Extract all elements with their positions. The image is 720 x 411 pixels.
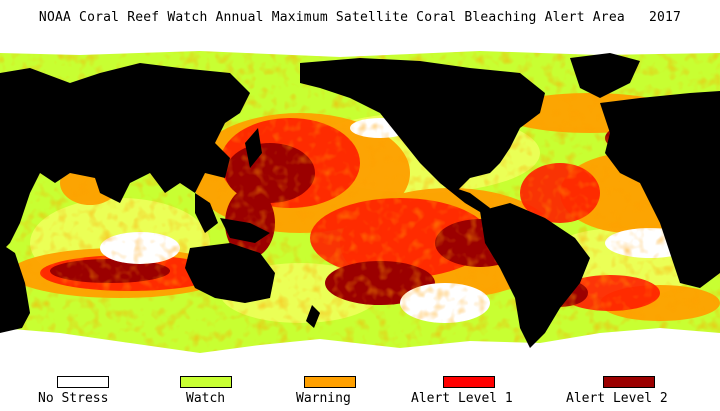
legend-swatch-warning [304,376,356,388]
legend-label-no-stress: No Stress [38,391,109,406]
bleaching-alert-world-map [0,43,720,370]
legend-label-alert-level-2: Alert Level 2 [566,391,668,406]
legend-label-watch: Watch [186,391,226,406]
legend-label-alert-level-1: Alert Level 1 [411,391,513,406]
map-legend: No Stress Watch Warning Alert Level 1 Al… [0,376,720,411]
legend-swatch-alert-level-1 [443,376,495,388]
land-masses [0,53,720,348]
arctic-ice [0,43,720,57]
legend-swatch-alert-level-2 [603,376,655,388]
antarctica-ice [0,328,720,370]
map-title: NOAA Coral Reef Watch Annual Maximum Sat… [38,10,682,25]
legend-label-warning: Warning [296,391,351,406]
legend-swatch-watch [180,376,232,388]
legend-swatch-no-stress [57,376,109,388]
